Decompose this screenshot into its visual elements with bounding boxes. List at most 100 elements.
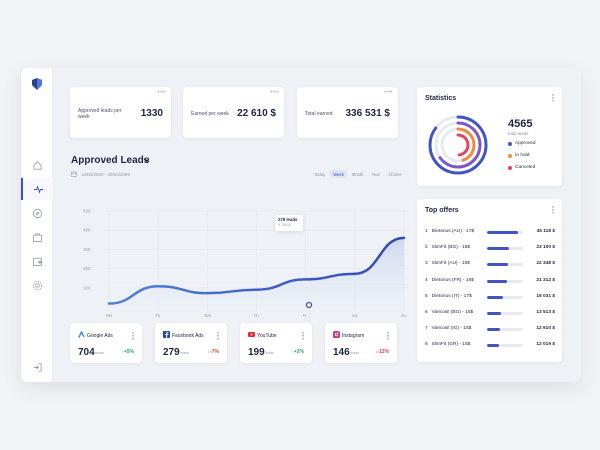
tooltip-amount: 4 725 $ [278, 223, 291, 227]
tab-month[interactable]: Month [351, 171, 364, 177]
calendar-icon[interactable] [71, 171, 77, 177]
social-value: 704 [78, 347, 95, 358]
offer-row[interactable]: 6 Varicosil (BG) - 15$ 13 513 $ [425, 307, 555, 319]
instagram-icon [333, 331, 340, 338]
more-menu-icon[interactable]: ••• [157, 89, 166, 96]
arrow-down-icon: ↓ [207, 349, 211, 355]
hover-point[interactable] [305, 301, 313, 309]
offer-progress-fill [487, 344, 499, 348]
stat-card-earned-per-week: ••• Earned per week 22 610 $ [183, 87, 284, 138]
offer-progress-fill [487, 328, 500, 332]
offer-row[interactable]: 3 SlimFit (AU) - 18$ 22 348 $ [425, 258, 555, 270]
stat-label: Earned per week [191, 111, 229, 117]
statistics-card: ••• Statistics 4565 total leads Approved… [417, 87, 562, 186]
x-tick-label: Th [254, 313, 260, 318]
stat-card-approved-leads: ••• Approved leads per week 1330 [70, 87, 171, 138]
offer-name: 7 Varicosil (IG) - 15$ [425, 326, 472, 332]
legend-canceled: Canceled [508, 165, 535, 170]
social-value: 199 [248, 347, 265, 358]
more-menu-icon[interactable]: ••• [383, 331, 391, 341]
statistics-title: Statistics [425, 95, 457, 102]
social-value: 279 [163, 347, 180, 358]
chevron-down-icon[interactable] [143, 158, 150, 163]
more-menu-icon[interactable]: ••• [384, 89, 393, 96]
offer-row[interactable]: 8 SlimFit (GR) - 15$ 12 019 $ [425, 339, 555, 351]
tab-all-time[interactable]: All time [387, 171, 402, 177]
offer-progress-bar [487, 344, 523, 348]
offer-progress-bar [487, 279, 523, 283]
briefcase-nav-icon[interactable] [21, 226, 53, 248]
offer-name: 2 SlimFit (BG) - 16$ [425, 245, 471, 251]
social-value: 146 [333, 347, 350, 358]
logout-nav-icon[interactable] [21, 356, 53, 378]
offer-name: 5 Dietonus (IT) - 17$ [425, 293, 472, 299]
social-card-instagram: Instagram ••• 146 leads ↓-12% [325, 323, 397, 363]
offer-name: 1 Dietonus (AU) - 17$ [425, 229, 475, 234]
y-tick-label: 200 [83, 266, 91, 271]
y-tick-label: 300 [83, 247, 91, 252]
offer-row[interactable]: 7 Varicosil (IG) - 15$ 12 610 $ [425, 323, 555, 335]
youtube-icon [248, 332, 255, 337]
arrow-up-icon: ↑ [291, 349, 294, 355]
stat-label: Approved leads per week [78, 108, 122, 120]
y-tick-label: 100 [83, 285, 91, 290]
social-unit: leads [180, 351, 190, 355]
legend-dot-icon [508, 141, 512, 146]
date-range[interactable]: 12/04/2020 - 19/04/2020 [81, 172, 131, 177]
offer-row[interactable]: 1 Dietonus (AU) - 17$ 45 118 $ [425, 226, 555, 238]
offer-progress-bar [487, 247, 523, 251]
offer-progress-fill [487, 312, 501, 315]
offer-value: 13 513 $ [536, 310, 555, 315]
change-badge: ↑+2% [291, 349, 304, 355]
more-menu-icon[interactable]: ••• [270, 89, 279, 96]
offer-row[interactable]: 4 Dietonus (FR) - 19$ 21 312 $ [425, 275, 555, 287]
tab-today[interactable]: Today [314, 171, 326, 177]
wallet-nav-icon[interactable] [21, 250, 53, 272]
offer-progress-bar [487, 295, 523, 299]
legend-dot-icon [508, 165, 512, 170]
tooltip-leads: 278 leads [278, 217, 298, 222]
offer-value: 45 118 $ [536, 229, 555, 234]
offer-row[interactable]: 2 SlimFit (BG) - 16$ 23 100 $ [425, 242, 555, 254]
offer-progress-fill [487, 247, 509, 251]
offer-name: 4 Dietonus (FR) - 19$ [425, 277, 474, 283]
compass-nav-icon[interactable] [21, 202, 53, 224]
legend-in-hold: In hold [508, 153, 529, 158]
social-unit: leads [350, 351, 360, 355]
google-ads-icon [78, 331, 85, 338]
chart-tooltip: 278 leads 4 725 $ [275, 215, 303, 231]
tab-week[interactable]: Week [330, 170, 347, 178]
social-card-facebook-ads: Facebook Ads ••• 279 leads ↓-7% [155, 323, 227, 363]
more-menu-icon[interactable]: ••• [548, 205, 556, 215]
more-menu-icon[interactable]: ••• [213, 331, 221, 341]
settings-nav-icon[interactable] [21, 274, 53, 296]
change-badge: ↑+5% [121, 349, 134, 355]
statistics-total-label: total leads [508, 131, 529, 136]
offer-progress-fill [487, 231, 518, 234]
offer-name: 3 SlimFit (AU) - 18$ [425, 261, 470, 267]
sidebar [21, 68, 53, 382]
chart-line [107, 236, 406, 305]
tab-year[interactable]: Year [371, 171, 380, 177]
offer-row[interactable]: 5 Dietonus (IT) - 17$ 16 031 $ [425, 291, 555, 303]
social-unit: leads [95, 351, 105, 355]
x-tick-label: Su [401, 313, 407, 318]
offer-name: 8 SlimFit (GR) - 15$ [425, 342, 471, 348]
activity-nav-icon[interactable] [21, 178, 53, 200]
approved-leads-title: Approved Leads [71, 155, 150, 166]
y-tick-label: 500 [83, 209, 91, 214]
more-menu-icon[interactable]: ••• [128, 331, 136, 341]
legend-approved: Approved [508, 141, 536, 146]
offer-progress-bar [487, 263, 523, 267]
offer-value: 22 348 $ [536, 261, 555, 267]
logo-icon [32, 78, 42, 90]
offer-progress-fill [487, 263, 508, 267]
home-nav-icon[interactable] [21, 154, 53, 176]
statistics-total: 4565 [508, 118, 533, 130]
offer-progress-bar [487, 328, 523, 332]
offer-progress-fill [487, 295, 504, 299]
x-tick-label: Mo [106, 313, 113, 318]
more-menu-icon[interactable]: ••• [298, 331, 306, 341]
offer-progress-fill [487, 279, 507, 283]
more-menu-icon[interactable]: ••• [548, 93, 556, 103]
